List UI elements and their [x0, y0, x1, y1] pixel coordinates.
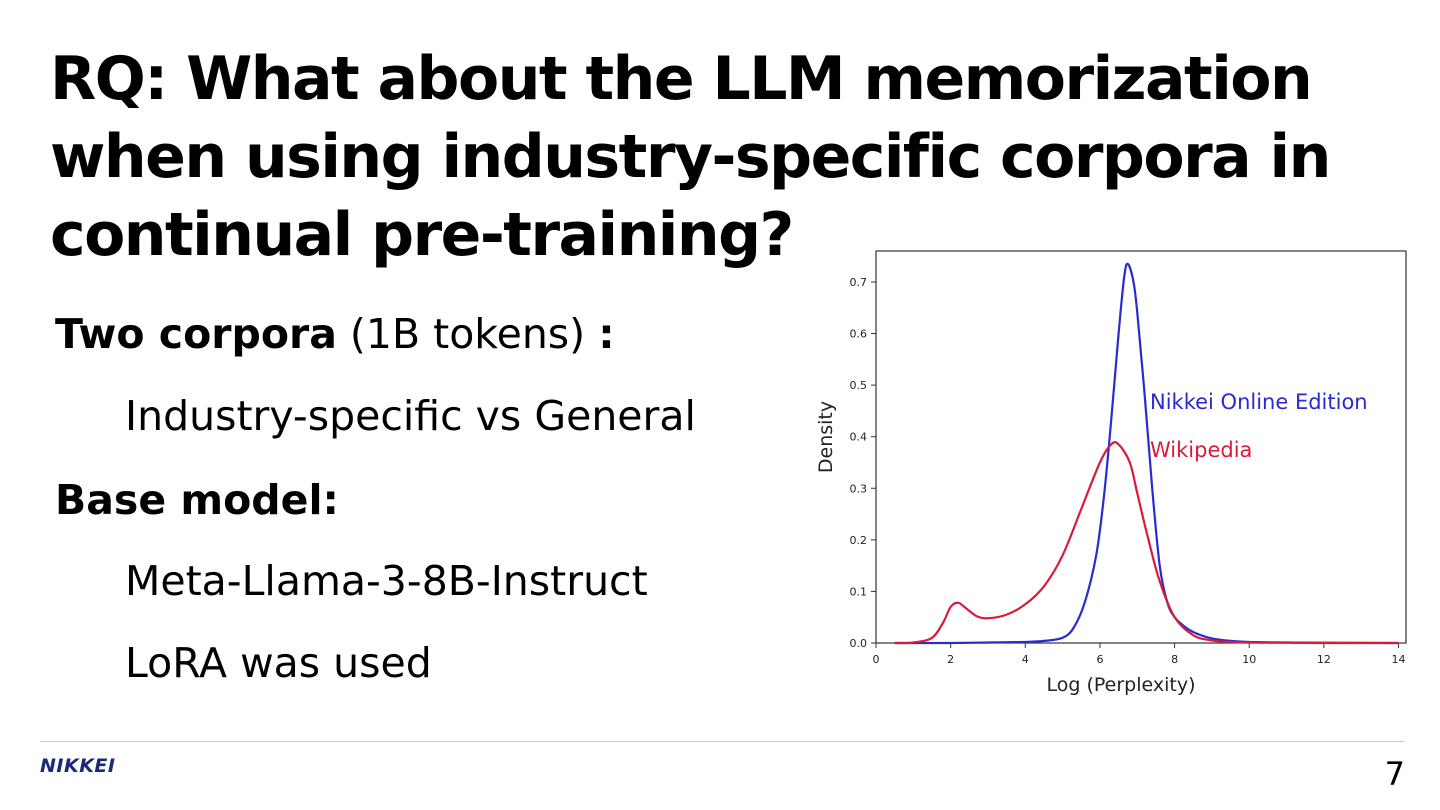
- y-tick-label: 0.0: [850, 637, 868, 650]
- series-line-nikkei-online-edition: [894, 262, 1399, 645]
- nikkei-logo: NIKKEI: [40, 755, 116, 777]
- footer-divider: [40, 741, 1405, 742]
- model-label: Base model:: [55, 476, 339, 524]
- density-chart: 0 2 4 6 8 10 12 14 0.0 0.1 0.2 0.3 0.4 0.5 0.6 0.7 Log (…: [815, 250, 1407, 696]
- y-tick-label: 0.2: [850, 534, 868, 547]
- corpora-line: Two corpora (1B tokens) :: [55, 309, 615, 359]
- x-tick-label: 2: [947, 653, 954, 666]
- slide-title: RQ: What about the LLM memorization when…: [50, 40, 1380, 274]
- corpora-detail: (1B tokens): [336, 310, 599, 358]
- corpora-label: Two corpora: [55, 310, 337, 358]
- y-tick-label: 0.6: [850, 328, 868, 341]
- title-line-1: RQ: What about the LLM memorization: [50, 44, 1313, 114]
- x-tick-label: 14: [1392, 653, 1406, 666]
- y-tick-label: 0.4: [850, 431, 868, 444]
- plot-frame: [875, 250, 1407, 644]
- model-item-1: Meta-Llama-3-8B-Instruct: [125, 557, 648, 605]
- y-tick-label: 0.7: [850, 276, 868, 289]
- model-item-2: LoRA was used: [125, 639, 432, 687]
- page-number: 7: [1384, 755, 1405, 793]
- x-tick-label: 12: [1317, 653, 1331, 666]
- title-line-2: when using industry-specific corpora in: [50, 122, 1331, 192]
- x-axis-label: Log (Perplexity): [1047, 674, 1196, 696]
- corpora-item: Industry-specific vs General: [125, 392, 696, 440]
- corpora-colon: :: [598, 310, 615, 358]
- y-tick-label: 0.5: [850, 379, 868, 392]
- x-tick-label: 8: [1171, 653, 1178, 666]
- y-axis-label: Density: [815, 401, 837, 473]
- y-tick-label: 0.1: [850, 585, 868, 598]
- x-tick-label: 4: [1022, 653, 1029, 666]
- legend-label-nikkei-online-edition: Nikkei Online Edition: [1150, 390, 1368, 414]
- x-tick-label: 0: [873, 653, 880, 666]
- y-tick-label: 0.3: [850, 482, 868, 495]
- legend-label-wikipedia: Wikipedia: [1150, 438, 1252, 462]
- x-tick-label: 10: [1242, 653, 1256, 666]
- title-line-3: continual pre-training?: [50, 200, 794, 270]
- x-tick-label: 6: [1096, 653, 1103, 666]
- series-line-wikipedia: [894, 441, 1399, 645]
